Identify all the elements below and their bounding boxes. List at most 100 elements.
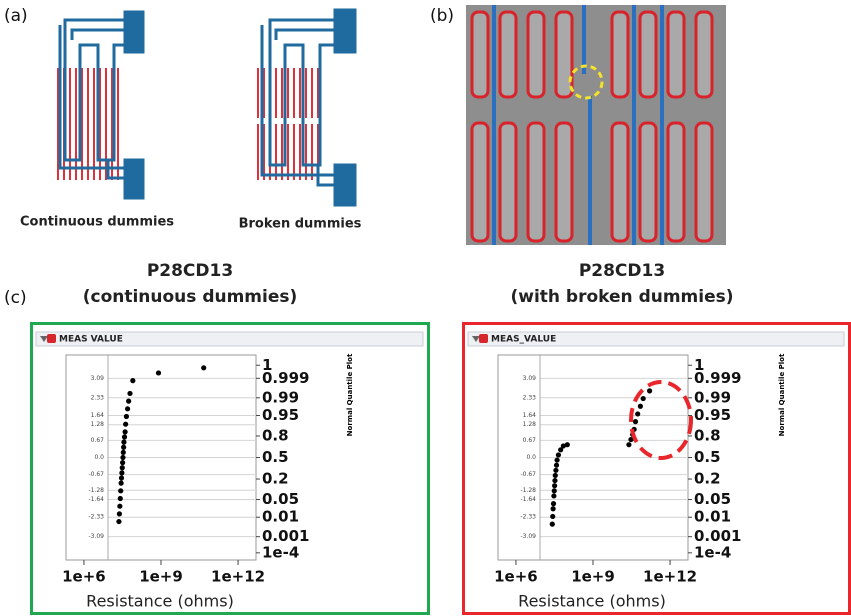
data-point bbox=[553, 473, 558, 478]
chart-subtitle: (continuous dummies) bbox=[83, 287, 298, 307]
data-point bbox=[120, 455, 125, 460]
data-point bbox=[556, 452, 561, 457]
y2-tick-label: 0.5 bbox=[262, 448, 289, 466]
data-point bbox=[552, 488, 557, 493]
data-point bbox=[125, 406, 130, 411]
x-tick-label: 1e+9 bbox=[139, 568, 183, 586]
data-point bbox=[641, 396, 646, 401]
data-point bbox=[551, 493, 556, 498]
data-point bbox=[120, 460, 125, 465]
chart-title: P28CD13 bbox=[147, 261, 233, 281]
y2-axis-label: Normal Quantile Plot bbox=[346, 353, 354, 436]
y2-axis-label: Normal Quantile Plot bbox=[778, 353, 786, 436]
data-point bbox=[119, 470, 124, 475]
data-point bbox=[552, 478, 557, 483]
data-point bbox=[201, 365, 206, 370]
y-tick-label: 0.67 bbox=[91, 437, 105, 444]
y-tick-label: 1.28 bbox=[523, 421, 537, 428]
y-tick-label: -3.09 bbox=[88, 533, 104, 540]
data-point bbox=[551, 501, 556, 506]
data-point bbox=[127, 391, 132, 396]
y2-tick-label: 0.8 bbox=[262, 426, 289, 444]
data-point bbox=[118, 496, 123, 501]
y-tick-label: -1.64 bbox=[520, 496, 536, 503]
x-tick-label: 1e+6 bbox=[494, 568, 538, 586]
y2-tick-label: 0.01 bbox=[694, 508, 731, 526]
data-point bbox=[123, 422, 128, 427]
y-tick-label: 3.09 bbox=[91, 375, 105, 382]
data-point bbox=[119, 475, 124, 480]
y-tick-label: 1.28 bbox=[91, 421, 105, 428]
y-tick-label: -0.67 bbox=[520, 471, 536, 478]
sem-image bbox=[466, 5, 726, 245]
y2-tick-label: 0.95 bbox=[262, 406, 299, 424]
data-point bbox=[130, 378, 135, 383]
chart-subtitle: (with broken dummies) bbox=[510, 287, 733, 307]
data-point bbox=[647, 388, 652, 393]
data-point bbox=[635, 411, 640, 416]
y-tick-label: -1.28 bbox=[520, 487, 536, 494]
x-tick-label: 1e+12 bbox=[643, 568, 697, 586]
data-point bbox=[117, 504, 122, 509]
x-tick-label: 1e+6 bbox=[62, 568, 106, 586]
data-point bbox=[554, 457, 559, 462]
data-point bbox=[126, 399, 131, 404]
data-point bbox=[118, 488, 123, 493]
y-tick-label: 1.64 bbox=[91, 412, 105, 419]
y2-tick-label: 0.2 bbox=[694, 470, 721, 488]
panel-label: (c) bbox=[4, 288, 27, 308]
y2-tick-label: 0.99 bbox=[262, 388, 299, 406]
header-icon bbox=[479, 334, 488, 343]
data-point bbox=[122, 429, 127, 434]
x-tick-label: 1e+12 bbox=[211, 568, 265, 586]
y-tick-label: -1.28 bbox=[88, 487, 104, 494]
data-point bbox=[121, 440, 126, 445]
y-tick-label: -2.33 bbox=[88, 514, 104, 521]
diagram-caption: Continuous dummies bbox=[20, 215, 174, 230]
y-tick-label: 0.0 bbox=[526, 454, 536, 461]
data-point bbox=[565, 442, 570, 447]
data-point bbox=[116, 519, 121, 524]
data-point bbox=[121, 450, 126, 455]
y-tick-label: -1.64 bbox=[88, 496, 104, 503]
data-point bbox=[633, 419, 638, 424]
y-tick-label: 0.67 bbox=[523, 437, 537, 444]
x-axis-label: Resistance (ohms) bbox=[518, 592, 666, 611]
data-point bbox=[119, 481, 124, 486]
data-point bbox=[121, 445, 126, 450]
panel-label: (b) bbox=[430, 6, 454, 26]
data-point bbox=[626, 442, 631, 447]
header-icon bbox=[47, 334, 56, 343]
y2-tick-label: 1e-4 bbox=[262, 543, 299, 561]
data-point bbox=[124, 414, 129, 419]
y-tick-label: -2.33 bbox=[520, 514, 536, 521]
y-tick-label: 1.64 bbox=[523, 412, 537, 419]
y2-tick-label: 0.95 bbox=[694, 406, 731, 424]
y2-tick-label: 0.2 bbox=[262, 470, 289, 488]
data-point bbox=[122, 434, 127, 439]
chart-title: P28CD13 bbox=[579, 261, 665, 281]
y2-tick-label: 0.01 bbox=[262, 508, 299, 526]
data-point bbox=[554, 463, 559, 468]
y2-tick-label: 0.05 bbox=[694, 490, 731, 508]
y2-tick-label: 0.999 bbox=[694, 369, 741, 387]
y2-tick-label: 1e-4 bbox=[694, 543, 731, 561]
broken-dummies-diagram bbox=[258, 10, 355, 205]
data-point bbox=[553, 468, 558, 473]
panel-label: (a) bbox=[4, 6, 28, 26]
x-axis-label: Resistance (ohms) bbox=[86, 592, 234, 611]
panel-header: MEAS_VALUE bbox=[491, 335, 556, 345]
panel-header: MEAS VALUE bbox=[59, 335, 123, 345]
y2-tick-label: 0.8 bbox=[694, 426, 721, 444]
diagram-caption: Broken dummies bbox=[239, 217, 362, 232]
data-point bbox=[550, 514, 555, 519]
y2-tick-label: 0.5 bbox=[694, 448, 721, 466]
y-tick-label: -0.67 bbox=[88, 471, 104, 478]
data-point bbox=[552, 483, 557, 488]
data-point bbox=[550, 522, 555, 527]
y-tick-label: 0.0 bbox=[94, 454, 104, 461]
y2-tick-label: 0.999 bbox=[262, 369, 309, 387]
figure: (a) Continuous dummies Broken dummies bbox=[0, 0, 851, 616]
data-point bbox=[120, 465, 125, 470]
y-tick-label: 2.33 bbox=[523, 394, 537, 401]
